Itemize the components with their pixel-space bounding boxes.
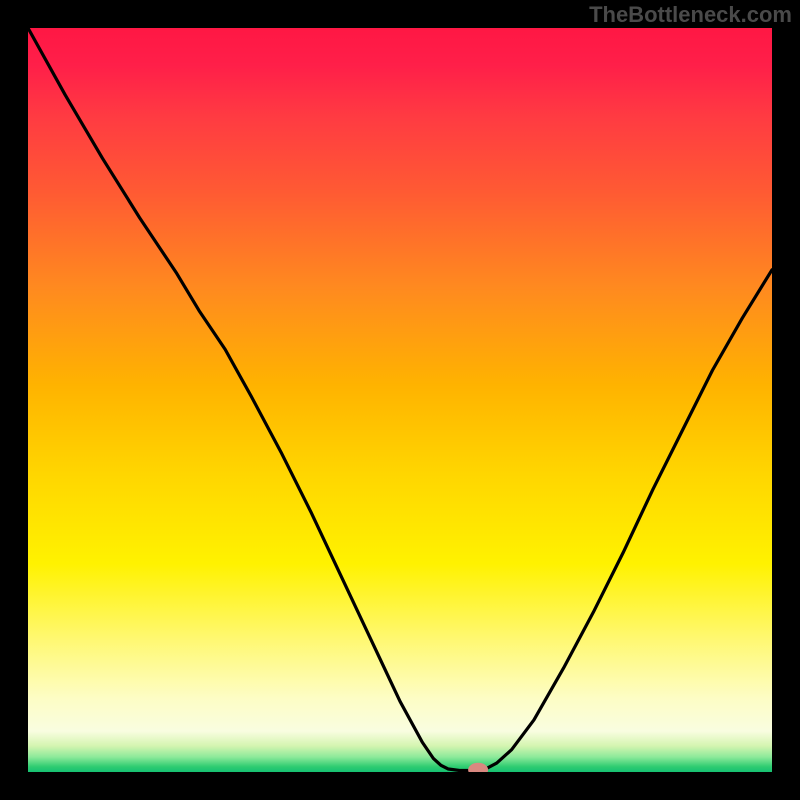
- gradient-background: [28, 28, 772, 772]
- plot-area: [28, 28, 772, 777]
- bottleneck-chart: [0, 0, 800, 800]
- watermark-text: TheBottleneck.com: [589, 2, 792, 28]
- chart-container: TheBottleneck.com: [0, 0, 800, 800]
